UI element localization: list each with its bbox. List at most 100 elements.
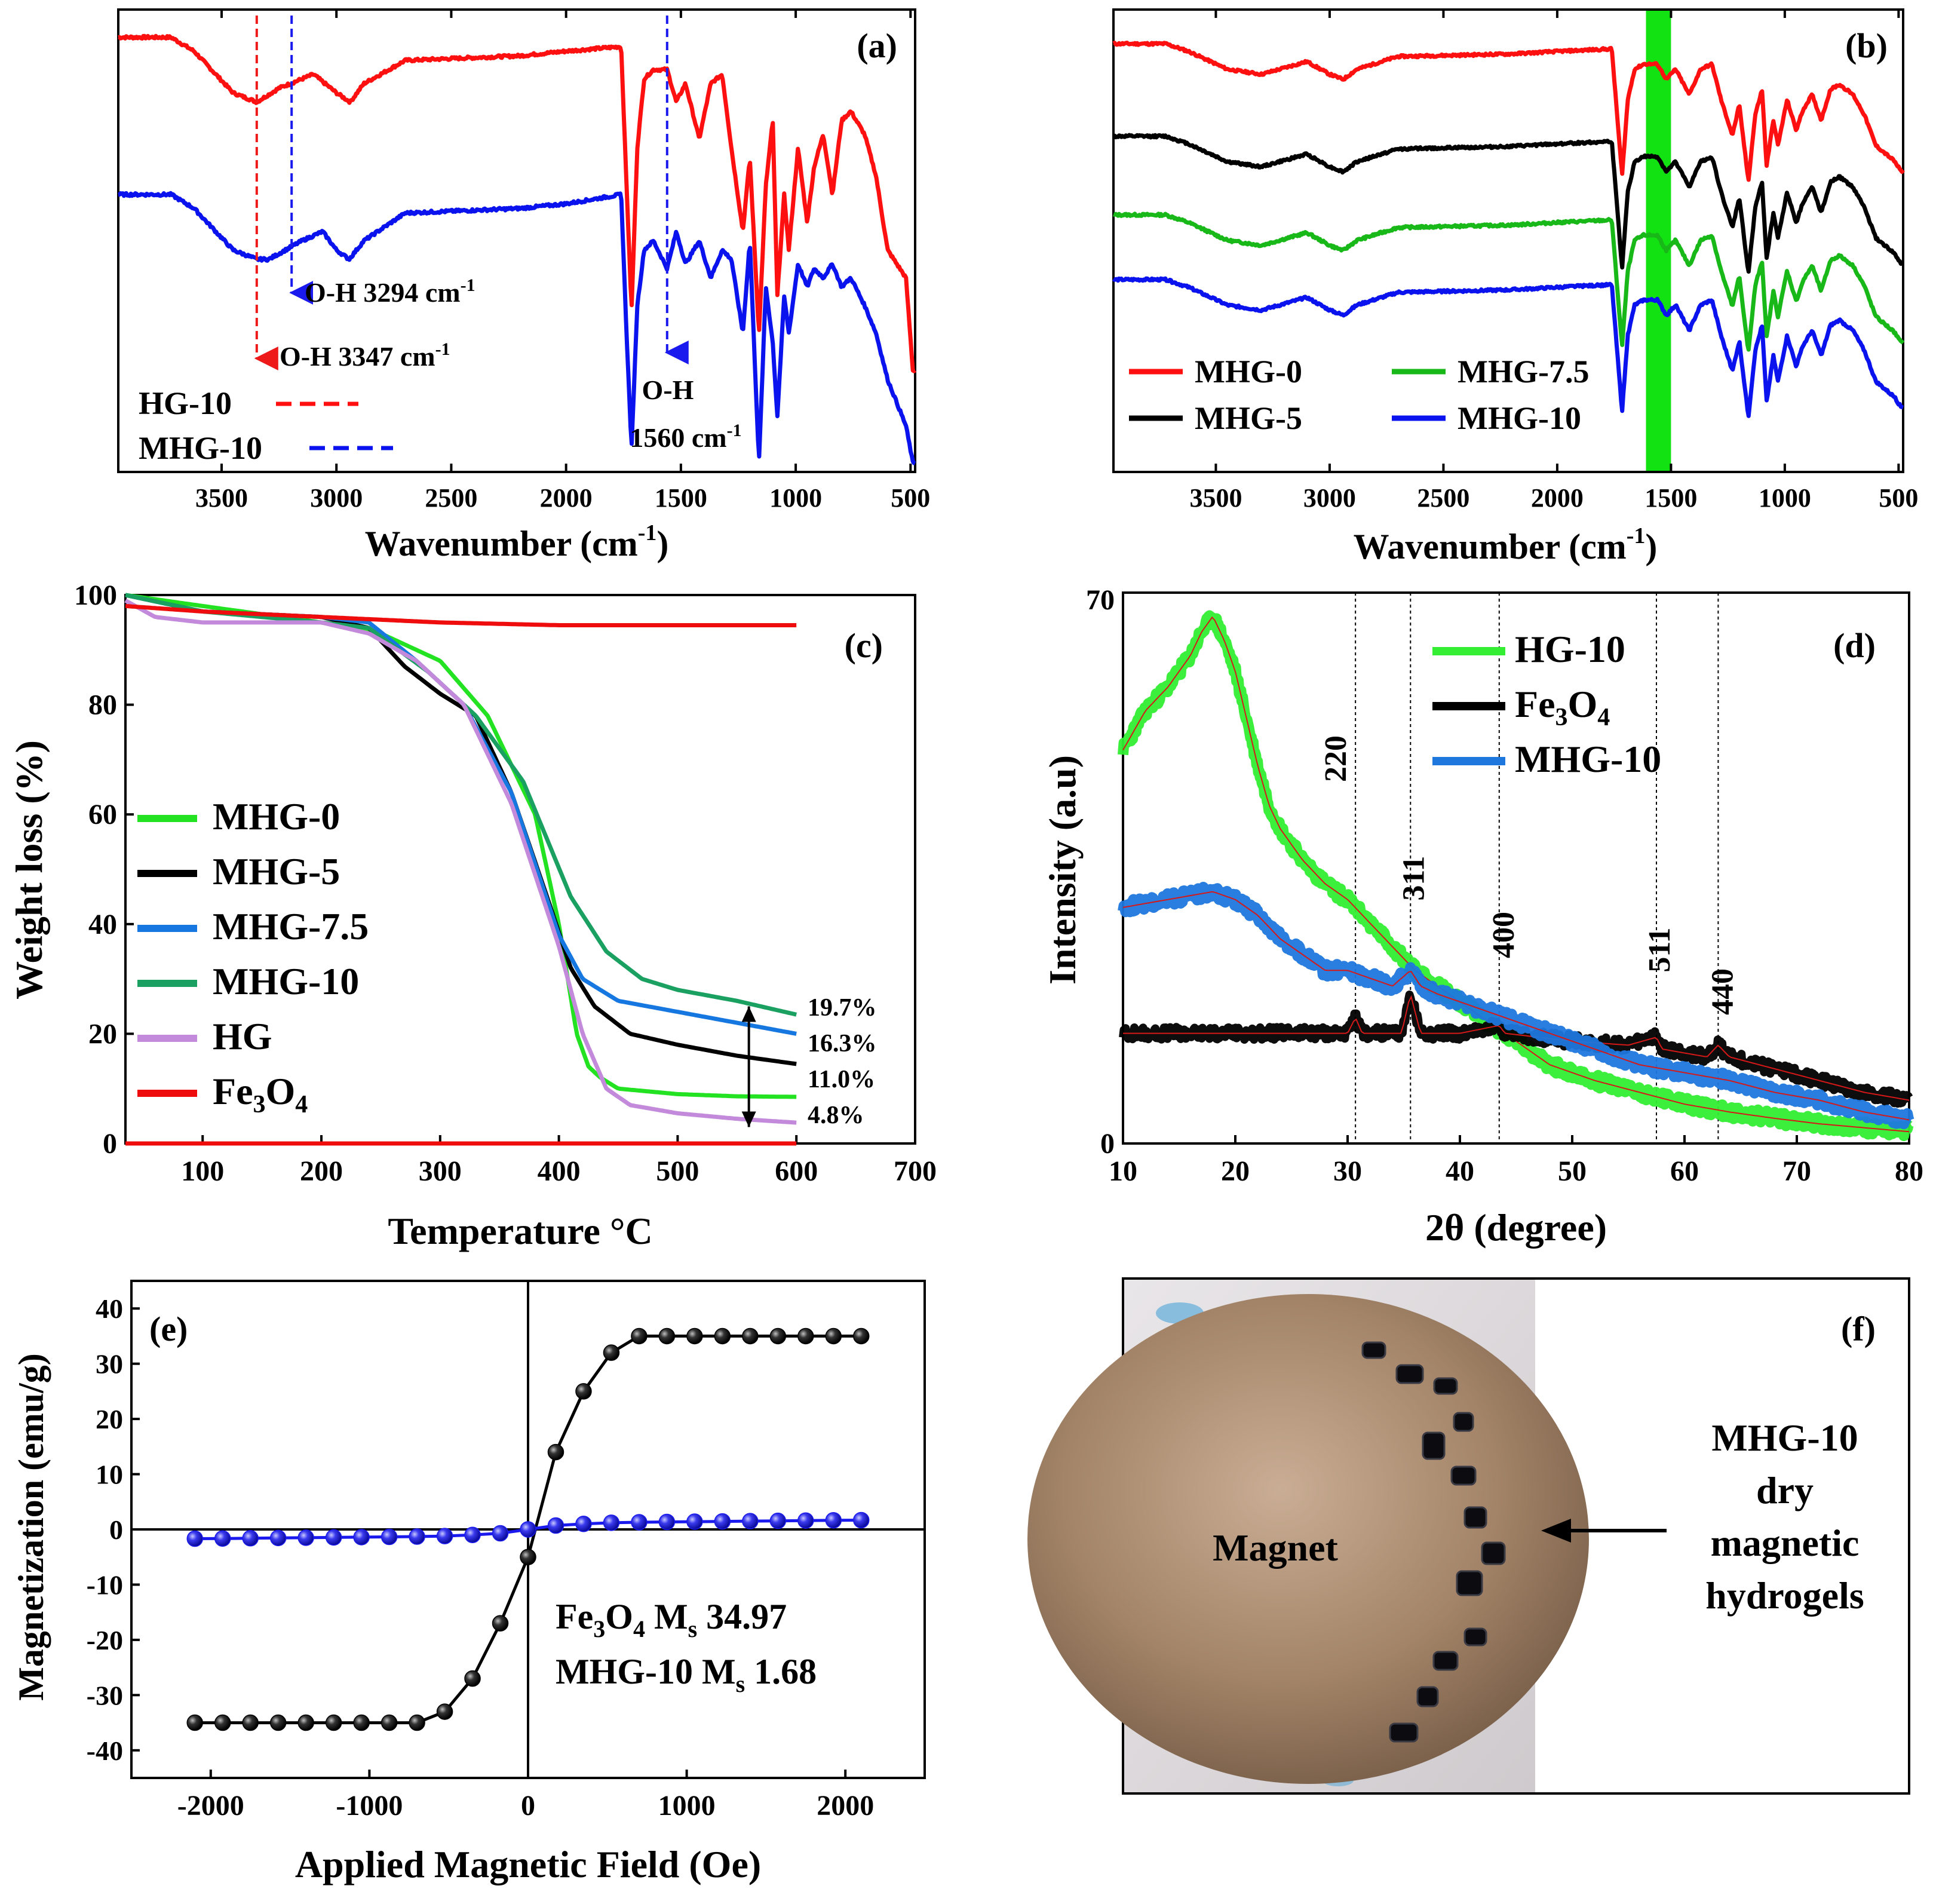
annotation-tail: M (645, 1597, 688, 1636)
data-point-MHG-10 (269, 1529, 287, 1547)
legend-label-MHG-0: MHG-0 (213, 795, 340, 838)
end-label: 4.8% (808, 1102, 864, 1129)
series-line-MHG-0 (1112, 41, 1905, 182)
x-tick-label: 100 (181, 1155, 224, 1187)
annotation-sub2: 4 (633, 1615, 645, 1642)
x-tick-label: 300 (419, 1155, 462, 1187)
data-point-Fe3O4 (381, 1714, 398, 1731)
x-label-sup: -1 (1627, 523, 1646, 548)
data-point-Fe3O4 (297, 1714, 314, 1731)
x-tick-label: 1000 (1759, 483, 1811, 513)
legend-label-Fe: Fe3O4 (213, 1070, 308, 1118)
series-smooth-MHG-10 (1122, 891, 1910, 1121)
y-tick-label: 60 (88, 799, 117, 830)
y-tick-label: -40 (87, 1736, 123, 1766)
side-label: dry (1756, 1469, 1814, 1511)
hydrogel-piece (1422, 1431, 1446, 1460)
data-point-MHG-10 (686, 1513, 703, 1530)
data-point-Fe3O4 (631, 1327, 648, 1345)
series-line-MHG-10 (1118, 882, 1914, 1130)
data-point-MHG-10 (353, 1529, 370, 1546)
x-tick-label: 700 (894, 1155, 937, 1187)
data-point-MHG-10 (436, 1528, 453, 1544)
y-tick-label: 0 (103, 1128, 117, 1160)
magnet-label: Magnet (1213, 1526, 1338, 1569)
legend-after: O (1568, 683, 1598, 725)
data-point-Fe3O4 (325, 1714, 342, 1731)
annotation-text: MHG-10 M (556, 1652, 736, 1691)
annotation-oh-1560-line2: 1560 cm-1 (630, 421, 741, 453)
y-tick-label: 10 (96, 1460, 123, 1490)
data-point-Fe3O4 (686, 1327, 703, 1345)
x-tick-label: 3500 (195, 483, 248, 513)
hydrogel-piece (1463, 1506, 1487, 1529)
data-point-Fe3O4 (520, 1549, 536, 1565)
hydrogel-piece (1453, 1412, 1474, 1432)
legend-sub: 3 (1555, 704, 1568, 731)
annotation-oh-3347: O-H 3347 cm-1 (280, 339, 450, 372)
data-point-MHG-10 (769, 1512, 787, 1529)
data-point-MHG-10 (575, 1516, 592, 1532)
x-tick-label: -1000 (336, 1790, 403, 1822)
legend-text: Fe (1515, 683, 1555, 725)
panel-label-a: (a) (857, 26, 897, 65)
annotation-text: Fe (556, 1597, 593, 1636)
series-line-MHG-5 (1112, 133, 1904, 274)
x-tick-label: 80 (1895, 1155, 1923, 1187)
data-point-MHG-10 (520, 1521, 536, 1538)
annotation-sub: s (736, 1670, 745, 1697)
legend-text: Fe (213, 1070, 253, 1112)
panel-d: 10 20 30 40 50 60 70 80 0 70 220 311 400 511 440 HG-10 F… (1041, 584, 1923, 1249)
y-tick-label: 80 (88, 689, 117, 721)
x-tick-label: 500 (1879, 483, 1918, 513)
data-point-Fe3O4 (409, 1714, 425, 1731)
annotation-sup: -1 (727, 421, 742, 440)
annotation-mhg10-ms: MHG-10 Ms 1.68 (556, 1652, 817, 1697)
pointer-arrow-head (1541, 1519, 1571, 1543)
double-arrow-head-bottom (741, 1111, 756, 1127)
x-axis-label-b: Wavenumber (cm-1) (1354, 523, 1658, 566)
legend-label-MHG-7.5: MHG-7.5 (213, 905, 369, 948)
annotation-after: O (605, 1597, 633, 1636)
data-point-Fe3O4 (714, 1327, 731, 1345)
data-point-Fe3O4 (242, 1714, 259, 1731)
annotation-oh-1560-line1: O-H (642, 375, 694, 405)
data-point-MHG-10 (492, 1525, 509, 1542)
data-point-Fe3O4 (658, 1327, 676, 1345)
x-tick-label: 1000 (658, 1790, 716, 1822)
peak-label-511: 511 (1643, 927, 1677, 972)
x-tick-label: 3000 (1303, 483, 1356, 513)
y-tick-label: 100 (74, 580, 117, 611)
legend-label-MHG-7.5: MHG-7.5 (1458, 354, 1589, 390)
annotation-sup: -1 (435, 339, 450, 359)
data-point-Fe3O4 (853, 1327, 870, 1345)
x-tick-label: 0 (521, 1790, 535, 1822)
hydrogel-piece (1450, 1465, 1477, 1486)
panel-label-c: (c) (845, 626, 883, 665)
y-axis-label-d: Intensity (a.u) (1041, 755, 1084, 985)
panel-f: Magnet MHG-10 dry magnetic hydrogels (f) (1027, 1277, 1910, 1795)
annotation-tail2: 34.97 (697, 1597, 787, 1636)
x-tick-label: 1000 (769, 483, 822, 513)
data-point-Fe3O4 (797, 1327, 814, 1345)
x-tick-label: 400 (538, 1155, 581, 1187)
side-label: magnetic (1711, 1522, 1860, 1564)
x-label-end: ) (656, 524, 668, 563)
end-label: 11.0% (808, 1066, 875, 1093)
panel-label-e: (e) (149, 1310, 188, 1348)
x-axis-label-d: 2θ (degree) (1425, 1206, 1607, 1249)
x-tick-label: 500 (656, 1155, 699, 1187)
series-line-Fe3O4 (125, 603, 797, 627)
y-axis-label-e: Magnetization (emu/g) (11, 1353, 51, 1701)
data-point-Fe3O4 (436, 1703, 453, 1720)
annotation-oh-3294: O-H 3294 cm-1 (305, 275, 475, 308)
data-point-MHG-10 (464, 1526, 481, 1543)
highlight-band (1646, 10, 1671, 472)
legend-label-Fe: Fe3O4 (1515, 683, 1610, 731)
y-tick-label: 40 (88, 909, 117, 940)
annotation-tail: 1.68 (745, 1652, 817, 1691)
legend-label-HG: HG (213, 1015, 272, 1057)
hydrogel-piece (1416, 1686, 1439, 1707)
